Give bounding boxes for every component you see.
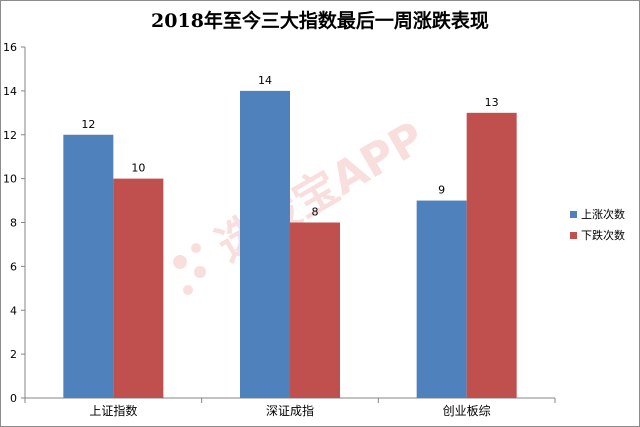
y-tick-label: 0 [10, 392, 17, 405]
x-tick-label: 深证成指 [266, 403, 314, 418]
bar [290, 222, 340, 398]
legend-label: 上涨次数 [581, 207, 625, 221]
data-label: 9 [438, 184, 445, 197]
y-tick-label: 6 [10, 260, 17, 273]
watermark-dot [194, 266, 206, 278]
chart-title: 2018年至今三大指数最后一周涨跌表现 [151, 9, 489, 32]
y-tick-label: 4 [10, 304, 17, 317]
data-label: 10 [131, 162, 145, 175]
watermark-dot [183, 285, 193, 295]
data-labels: 12 10 14 8 9 13 [81, 74, 498, 219]
legend-label: 下跌次数 [581, 228, 625, 242]
bar [416, 200, 467, 398]
x-tick-label: 上证指数 [89, 403, 137, 418]
bar [113, 178, 164, 398]
y-tick-label: 8 [10, 217, 17, 230]
legend-swatch [570, 211, 577, 218]
bar [466, 112, 517, 398]
watermark-dot [191, 243, 201, 253]
data-label: 14 [258, 74, 272, 87]
data-label: 13 [485, 96, 499, 109]
legend-swatch [570, 232, 577, 239]
data-label: 8 [312, 206, 319, 219]
bar [63, 134, 114, 398]
y-tick-label: 12 [3, 129, 17, 142]
bar [240, 90, 290, 398]
watermark-dot [173, 255, 187, 269]
bars [63, 90, 517, 398]
y-tick-label: 14 [3, 85, 17, 98]
x-tick-label: 创业板综 [443, 404, 491, 418]
y-tick-label: 2 [10, 348, 17, 361]
y-tick-label: 10 [3, 173, 17, 186]
data-label: 12 [81, 118, 95, 131]
y-tick-label: 16 [3, 41, 17, 54]
